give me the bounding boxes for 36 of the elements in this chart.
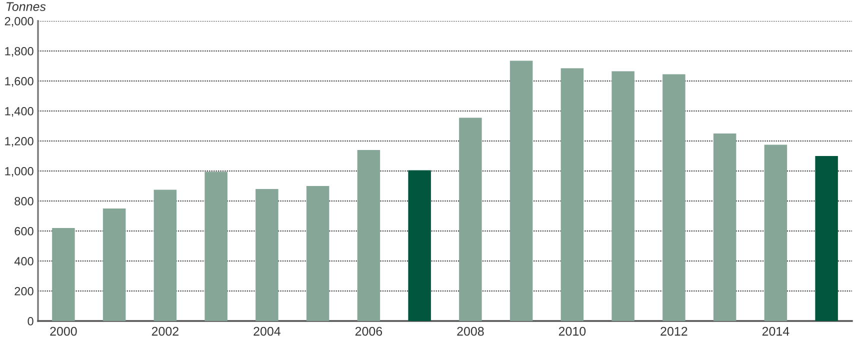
y-tick-label: 1,200 xyxy=(5,137,34,147)
bar xyxy=(154,190,177,321)
y-tick-label: 600 xyxy=(14,227,34,236)
bar xyxy=(713,134,736,321)
y-tick-label: 1,000 xyxy=(5,167,34,177)
y-axis-title: Tonnes xyxy=(6,2,46,12)
y-tick-label: 0 xyxy=(28,317,34,326)
x-tick-label: 2002 xyxy=(152,326,178,336)
x-tick-label: 2000 xyxy=(50,326,77,336)
bar xyxy=(52,228,75,321)
y-tick-label: 1,400 xyxy=(5,107,34,117)
bar xyxy=(256,189,278,321)
bar xyxy=(306,186,330,321)
bar xyxy=(357,150,380,321)
y-tick-label: 1,800 xyxy=(5,47,34,57)
bar xyxy=(612,71,634,321)
bar xyxy=(102,208,126,321)
bar xyxy=(815,156,838,321)
y-tick-label: 2,000 xyxy=(4,17,34,27)
y-tick-label: 200 xyxy=(14,287,34,296)
x-tick-label: 2004 xyxy=(254,326,280,336)
bar xyxy=(662,74,686,321)
x-tick-label: 2008 xyxy=(457,326,484,336)
bar xyxy=(459,118,482,321)
bar xyxy=(560,68,584,321)
x-tick-label: 2010 xyxy=(558,326,586,336)
bar xyxy=(510,60,533,321)
x-tick-label: 2006 xyxy=(355,326,382,336)
bar xyxy=(408,170,431,321)
x-tick-label: 2014 xyxy=(762,326,790,336)
y-tick-label: 800 xyxy=(14,197,34,206)
bar xyxy=(764,144,788,321)
y-tick-label: 400 xyxy=(14,257,34,266)
y-tick-label: 1,600 xyxy=(5,77,34,87)
bar xyxy=(204,172,228,321)
x-tick-label: 2012 xyxy=(660,326,688,336)
